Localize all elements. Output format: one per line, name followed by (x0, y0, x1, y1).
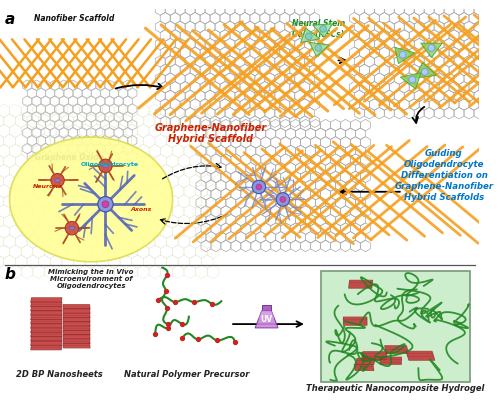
Polygon shape (63, 335, 90, 339)
Polygon shape (30, 298, 62, 303)
Text: Neurons: Neurons (33, 184, 63, 189)
Ellipse shape (69, 226, 75, 230)
Circle shape (320, 26, 326, 32)
Polygon shape (63, 339, 90, 344)
Text: Graphene Oxide: Graphene Oxide (34, 153, 103, 163)
Text: 2D BP Nanosheets: 2D BP Nanosheets (16, 370, 103, 379)
Text: Oligodendrocyte: Oligodendrocyte (81, 162, 140, 167)
Polygon shape (30, 310, 62, 316)
Circle shape (280, 197, 285, 202)
Polygon shape (30, 341, 62, 346)
Polygon shape (30, 336, 62, 341)
Polygon shape (310, 42, 329, 57)
Polygon shape (356, 358, 375, 365)
Polygon shape (30, 328, 62, 333)
Ellipse shape (102, 164, 108, 168)
Polygon shape (312, 24, 332, 37)
Text: Therapeutic Nanocomposite Hydrogel: Therapeutic Nanocomposite Hydrogel (306, 385, 484, 393)
Circle shape (409, 76, 416, 83)
Circle shape (99, 159, 112, 173)
Circle shape (428, 44, 435, 51)
Polygon shape (380, 357, 402, 365)
Text: Natural Polymer Precursor: Natural Polymer Precursor (124, 370, 250, 379)
Polygon shape (400, 73, 421, 89)
Circle shape (276, 193, 289, 206)
Ellipse shape (54, 178, 60, 182)
Polygon shape (63, 330, 90, 335)
Polygon shape (30, 302, 62, 307)
FancyBboxPatch shape (321, 272, 470, 382)
Polygon shape (63, 326, 90, 331)
Text: a: a (5, 13, 15, 28)
Polygon shape (30, 323, 62, 328)
Polygon shape (394, 47, 415, 64)
Polygon shape (63, 322, 90, 326)
Circle shape (252, 180, 266, 194)
Polygon shape (30, 315, 62, 320)
Polygon shape (406, 351, 435, 360)
Circle shape (102, 201, 109, 207)
Polygon shape (63, 309, 90, 313)
Polygon shape (300, 28, 320, 42)
Polygon shape (255, 310, 278, 328)
Circle shape (256, 184, 262, 190)
Polygon shape (63, 305, 90, 309)
Text: Graphene-Nanofiber
Hybrid Scaffold: Graphene-Nanofiber Hybrid Scaffold (155, 123, 267, 144)
Polygon shape (354, 364, 374, 371)
Circle shape (306, 33, 312, 40)
Polygon shape (420, 43, 442, 57)
Polygon shape (30, 345, 62, 350)
Text: Axons: Axons (130, 207, 152, 212)
Polygon shape (384, 346, 408, 353)
Polygon shape (63, 313, 90, 318)
Circle shape (98, 197, 113, 212)
Polygon shape (362, 352, 388, 360)
Polygon shape (63, 343, 90, 348)
Ellipse shape (10, 137, 172, 262)
Polygon shape (348, 280, 373, 288)
Text: Neural Stem
Cells (NSCs): Neural Stem Cells (NSCs) (292, 19, 345, 39)
Circle shape (51, 173, 64, 187)
Polygon shape (30, 306, 62, 311)
Text: UV: UV (260, 315, 272, 324)
Polygon shape (30, 319, 62, 324)
Polygon shape (259, 310, 274, 318)
Text: b: b (5, 266, 15, 282)
Polygon shape (63, 317, 90, 322)
Polygon shape (415, 62, 436, 78)
Text: Nanofiber Scaffold: Nanofiber Scaffold (34, 14, 114, 23)
Text: Mimicking the In Vivo
Microenvironment of
Oligodendrocytes: Mimicking the In Vivo Microenvironment o… (48, 269, 134, 289)
Polygon shape (30, 332, 62, 337)
Circle shape (65, 222, 78, 235)
Circle shape (315, 44, 322, 51)
Circle shape (422, 69, 428, 75)
Polygon shape (343, 317, 367, 325)
Text: Guiding
Oligodendrocyte
Differentiation on
Graphene-Nanofiber
Hybrid Scaffolds: Guiding Oligodendrocyte Differentiation … (394, 149, 494, 202)
Circle shape (400, 51, 406, 58)
Polygon shape (262, 305, 272, 310)
